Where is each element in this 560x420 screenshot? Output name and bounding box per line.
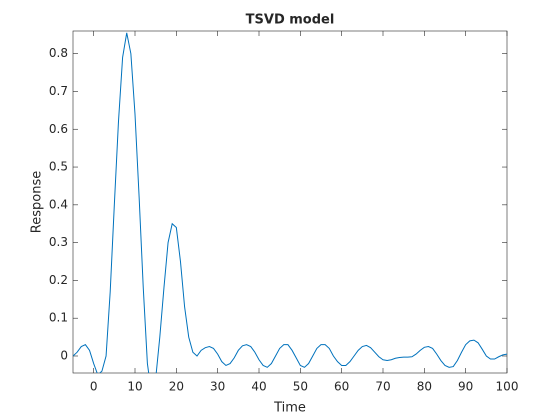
x-tick-label: 100 <box>496 380 519 394</box>
y-tick-label: 0.3 <box>49 235 68 249</box>
y-tick-label: 0.1 <box>49 311 68 325</box>
y-tick-label: 0.2 <box>49 273 68 287</box>
x-axis-label: Time <box>273 401 306 416</box>
y-tick-label: 0.5 <box>49 160 68 174</box>
x-tick-label: 70 <box>375 380 390 394</box>
x-tick-label: 10 <box>127 380 142 394</box>
x-tick-label: 90 <box>458 380 473 394</box>
x-tick-label: 60 <box>334 380 349 394</box>
x-tick-label: 50 <box>293 380 308 394</box>
y-tick-label: 0.8 <box>49 46 68 60</box>
axes-box <box>72 30 508 374</box>
x-tick-label: 0 <box>90 380 98 394</box>
x-tick-label: 20 <box>169 380 184 394</box>
x-tick-label: 40 <box>251 380 266 394</box>
data-line <box>73 32 507 373</box>
x-tick-label: 80 <box>417 380 432 394</box>
y-tick-label: 0 <box>60 348 68 362</box>
y-tick-label: 0.6 <box>49 122 68 136</box>
x-tick-label: 30 <box>210 380 225 394</box>
y-tick-label: 0.7 <box>49 84 68 98</box>
y-axis-label: Response <box>30 171 45 233</box>
y-tick-label: 0.4 <box>49 197 68 211</box>
chart-title: TSVD model <box>246 13 335 28</box>
